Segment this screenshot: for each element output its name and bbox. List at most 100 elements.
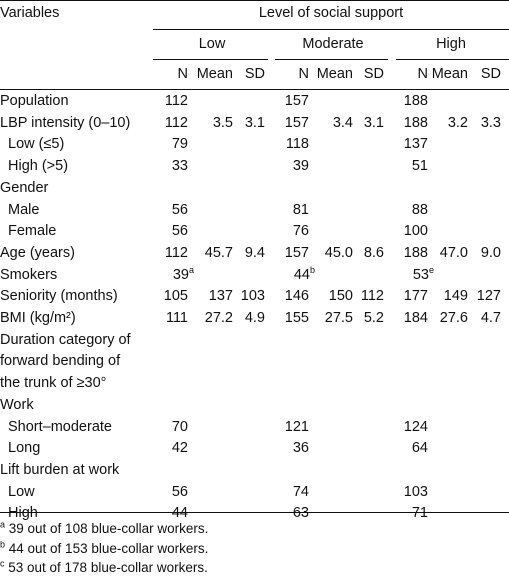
cell-value: 33 <box>171 158 188 175</box>
table-cell: 184 <box>378 310 428 327</box>
group-moderate-header: Moderate <box>302 36 364 52</box>
table-cell: 112 <box>138 245 188 262</box>
subcol-header-n: N <box>177 66 188 82</box>
cell-value: 3.3 <box>480 114 501 131</box>
footnote-mark: a <box>0 519 6 530</box>
row-label: High <box>8 505 38 522</box>
footnote-mark: b <box>309 264 315 275</box>
table-cell: 9.4 <box>215 245 265 262</box>
table-cell: 188 <box>378 245 428 262</box>
table-cell: 112 <box>334 288 384 305</box>
cell-value: 71 <box>411 505 428 522</box>
table-cell: 81 <box>259 202 309 219</box>
cell-value: 79 <box>171 136 188 153</box>
footnote-mark: a <box>188 264 194 275</box>
cell-value: 127 <box>476 288 501 305</box>
table-cell: 45.7 <box>183 245 233 262</box>
row-label: Lift burden at work <box>0 461 120 478</box>
cell-value: 121 <box>284 418 309 435</box>
table-cell: 53e <box>384 265 434 284</box>
cell-value: 47.0 <box>439 244 468 261</box>
table-cell: 47.0 <box>418 245 468 262</box>
cell-value: 63 <box>292 505 309 522</box>
header-bottom-rule <box>0 89 509 90</box>
table-cell: 8.6 <box>334 245 384 262</box>
table-cell: 3.2 <box>418 115 468 132</box>
table-cell: 112 <box>138 115 188 132</box>
cell-value: 81 <box>292 201 309 218</box>
cell-value: 157 <box>284 244 309 261</box>
cell-value: 27.5 <box>324 310 353 326</box>
cell-value: 111 <box>165 310 188 326</box>
footnote-mark: b <box>0 539 6 549</box>
cell-value: 112 <box>164 244 188 261</box>
table-cell: 44 <box>138 505 188 522</box>
cell-value: 3.4 <box>332 114 353 131</box>
cell-value: 3.5 <box>212 114 233 131</box>
cell-value: 8.6 <box>363 244 384 261</box>
table-cell: 3.1 <box>334 115 384 132</box>
footnote-mark: c <box>0 558 5 569</box>
cell-value: 155 <box>284 310 309 326</box>
table-cell: 56 <box>138 484 188 501</box>
row-label: Female <box>8 223 57 240</box>
table-cell: 27.2 <box>183 310 233 327</box>
subcol-header-sd: SD <box>363 66 384 82</box>
cell-value: 44 <box>171 505 188 522</box>
table-cell: 188 <box>378 93 428 110</box>
table-cell: 157 <box>259 93 309 110</box>
table-cell: 3.5 <box>183 115 233 132</box>
cell-value: 112 <box>360 288 384 305</box>
row-label: Age (years) <box>0 244 75 261</box>
table-cell: 105 <box>138 288 188 305</box>
cell-value: 44 <box>293 266 310 283</box>
table-cell: 27.5 <box>303 310 353 327</box>
row-label: Low (≤5) <box>8 136 65 153</box>
table-cell: 112 <box>138 93 188 110</box>
table-cell: 56 <box>138 202 188 219</box>
cell-value: 157 <box>284 114 309 131</box>
table-cell: 3.3 <box>451 115 501 132</box>
cell-value: 124 <box>403 418 428 435</box>
table-cell: 42 <box>138 440 188 457</box>
table-cell: 27.6 <box>418 310 468 327</box>
row-label: the trunk of ≥30° <box>0 375 107 392</box>
row-label: Work <box>0 396 34 413</box>
subcol-header-mean: Mean <box>316 66 353 82</box>
table-cell: 150 <box>303 288 353 305</box>
table-cell: 44b <box>265 264 315 284</box>
cell-value: 184 <box>403 310 428 326</box>
table-cell: 64 <box>378 440 428 457</box>
cell-value: 70 <box>171 418 188 435</box>
row-label: High (>5) <box>8 158 69 175</box>
row-label: Smokers <box>0 266 58 283</box>
table-cell: 39a <box>144 264 194 284</box>
table-cell: 137 <box>183 288 233 305</box>
footnote: a 39 out of 108 blue-collar workers. <box>0 519 209 537</box>
table-cell: 111 <box>138 310 188 327</box>
cell-value: 53 <box>412 266 429 283</box>
cell-value: 188 <box>403 93 428 109</box>
cell-value: 56 <box>171 223 188 240</box>
table-cell: 177 <box>378 288 428 305</box>
cell-value: 3.1 <box>363 114 384 131</box>
cell-value: 105 <box>163 288 188 305</box>
group-title: Level of social support <box>258 5 404 21</box>
table-cell: 4.9 <box>215 310 265 327</box>
cell-value: 27.2 <box>204 310 233 326</box>
cell-value: 27.6 <box>439 310 468 326</box>
table-cell: 155 <box>259 310 309 327</box>
cell-value: 150 <box>328 288 353 305</box>
footnote-text: 44 out of 153 blue-collar workers. <box>5 540 209 556</box>
cell-value: 103 <box>240 288 265 305</box>
table-cell: 79 <box>138 136 188 153</box>
subcol-header-n: N <box>298 66 309 82</box>
table-cell: 33 <box>138 158 188 175</box>
group-moderate-rule <box>275 59 388 60</box>
cell-value: 118 <box>285 136 309 153</box>
footnote-text: 39 out of 108 blue-collar workers. <box>5 521 209 536</box>
cell-value: 3.2 <box>447 114 468 131</box>
table-cell: 103 <box>215 288 265 305</box>
cell-value: 9.4 <box>244 244 265 261</box>
subcol-header-sd: SD <box>480 66 501 82</box>
